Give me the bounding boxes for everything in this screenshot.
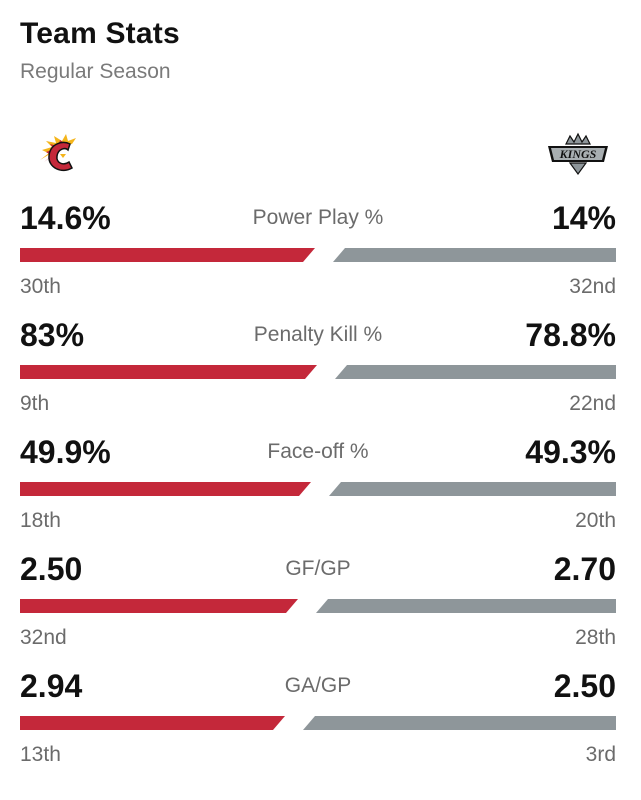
away-rank: 32nd xyxy=(569,275,616,298)
home-value: 83% xyxy=(20,317,85,353)
stat-label: GF/GP xyxy=(285,557,351,580)
stat-row-face-off: 49.9% Face-off % 49.3% 18th 20th xyxy=(20,430,616,547)
home-value: 49.9% xyxy=(20,434,111,470)
away-bar xyxy=(329,482,616,496)
comparison-bar xyxy=(20,599,616,613)
away-value: 78.8% xyxy=(525,317,616,353)
away-bar xyxy=(333,248,616,262)
away-value: 2.50 xyxy=(553,668,616,704)
comparison-bar xyxy=(20,716,616,730)
home-rank: 18th xyxy=(20,509,61,532)
calgary-flames-logo-icon xyxy=(40,134,76,172)
stat-row-goals-against: 2.94 GA/GP 2.50 13th 3rd xyxy=(20,664,616,781)
away-value: 14% xyxy=(551,200,616,236)
stat-row-goals-for: 2.50 GF/GP 2.70 32nd 28th xyxy=(20,547,616,664)
home-bar xyxy=(20,716,285,730)
away-bar xyxy=(335,365,616,379)
home-team-logo xyxy=(36,132,86,176)
home-rank: 9th xyxy=(20,392,50,415)
home-value: 14.6% xyxy=(20,200,111,236)
home-bar xyxy=(20,365,317,379)
stat-label: Penalty Kill % xyxy=(253,323,383,346)
stat-row-penalty-kill: 83% Penalty Kill % 78.8% 9th 22nd xyxy=(20,313,616,430)
home-bar xyxy=(20,248,315,262)
season-subtitle: Regular Season xyxy=(20,60,171,83)
la-kings-logo-icon: KINGS xyxy=(548,132,608,176)
away-bar xyxy=(303,716,616,730)
home-bar xyxy=(20,599,298,613)
header: Team Stats Regular Season xyxy=(20,14,180,86)
away-rank: 28th xyxy=(575,626,616,649)
home-rank: 30th xyxy=(20,275,61,298)
away-rank: 20th xyxy=(575,509,616,532)
comparison-bar xyxy=(20,365,616,379)
away-value: 2.70 xyxy=(553,551,616,587)
page-title: Team Stats xyxy=(20,17,180,50)
comparison-bar xyxy=(20,482,616,496)
stats-list: 14.6% Power Play % 14% 30th 32nd 83% Pen… xyxy=(20,196,616,781)
home-value: 2.50 xyxy=(20,551,83,587)
away-rank: 22nd xyxy=(569,392,616,415)
stat-label: Power Play % xyxy=(252,206,384,229)
away-bar xyxy=(316,599,616,613)
kings-logo-text: KINGS xyxy=(559,147,597,161)
comparison-bar xyxy=(20,248,616,262)
stat-row-power-play: 14.6% Power Play % 14% 30th 32nd xyxy=(20,196,616,313)
home-rank: 13th xyxy=(20,743,61,766)
home-rank: 32nd xyxy=(20,626,67,649)
away-team-logo: KINGS xyxy=(546,132,610,176)
stat-label: GA/GP xyxy=(284,674,352,697)
stat-label: Face-off % xyxy=(267,440,369,463)
home-bar xyxy=(20,482,311,496)
away-value: 49.3% xyxy=(525,434,616,470)
home-value: 2.94 xyxy=(20,668,83,704)
away-rank: 3rd xyxy=(585,743,616,766)
